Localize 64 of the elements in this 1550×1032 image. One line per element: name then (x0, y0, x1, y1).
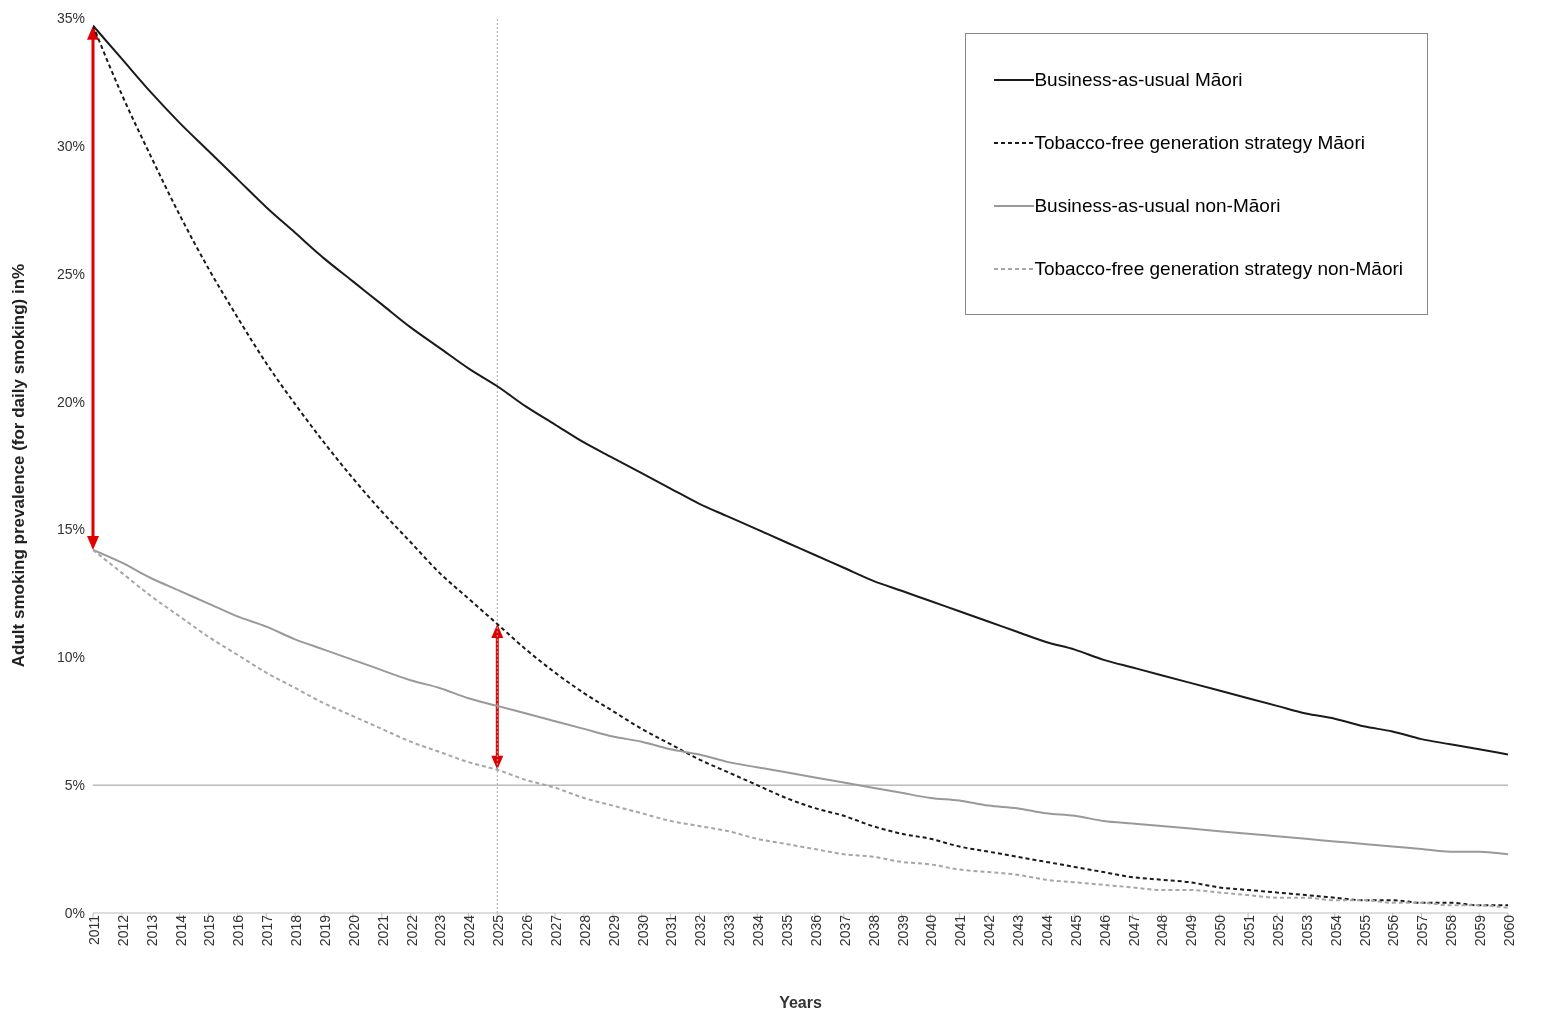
x-tick-label: 2044 (1038, 914, 1055, 947)
x-tick-label: 2059 (1472, 914, 1489, 947)
x-tick-label: 2013 (143, 914, 160, 947)
x-tick-label: 2050 (1212, 914, 1229, 947)
x-tick-label: 2031 (663, 914, 680, 947)
y-tick-label: 20% (56, 393, 85, 410)
x-tick-label: 2060 (1500, 914, 1517, 947)
x-tick-label: 2018 (288, 914, 305, 947)
x-tick-label: 2055 (1356, 914, 1373, 947)
y-tick-label: 0% (64, 904, 85, 921)
legend-label: Tobacco-free generation strategy non-Māori (1034, 257, 1403, 280)
x-tick-label: 2056 (1385, 914, 1402, 947)
x-tick-label: 2039 (894, 914, 911, 947)
x-tick-label: 2019 (316, 914, 333, 947)
x-tick-label: 2038 (865, 914, 882, 947)
x-axis-title: Years (779, 994, 822, 1011)
x-tick-label: 2052 (1269, 914, 1286, 947)
x-tick-label: 2054 (1327, 914, 1344, 947)
x-tick-label: 2033 (721, 914, 738, 947)
x-tick-label: 2028 (576, 914, 593, 947)
x-tick-label: 2024 (461, 914, 478, 947)
y-tick-label: 15% (56, 521, 85, 538)
x-tick-label: 2046 (1096, 914, 1113, 947)
legend-label: Business-as-usual non-Māori (1034, 194, 1281, 217)
x-tick-label: 2048 (1154, 914, 1171, 947)
x-tick-label: 2029 (605, 914, 622, 947)
x-tick-label: 2034 (750, 914, 767, 947)
y-tick-label: 5% (64, 777, 85, 794)
y-tick-label: 25% (56, 265, 85, 282)
y-tick-label: 30% (56, 137, 85, 154)
x-tick-label: 2015 (201, 914, 218, 947)
x-tick-label: 2036 (807, 914, 824, 947)
x-tick-label: 2011 (85, 914, 102, 946)
x-tick-label: 2049 (1183, 914, 1200, 947)
x-tick-label: 2042 (981, 914, 998, 947)
x-tick-label: 2014 (172, 914, 189, 947)
x-tick-label: 2043 (1010, 914, 1027, 947)
x-tick-label: 2020 (345, 914, 362, 947)
x-tick-label: 2041 (952, 914, 969, 947)
x-tick-label: 2035 (779, 914, 795, 947)
x-tick-label: 2058 (1443, 914, 1460, 947)
x-tick-label: 2053 (1298, 914, 1315, 947)
y-tick-label: 10% (56, 649, 85, 666)
x-tick-label: 2045 (1067, 914, 1084, 947)
x-tick-label: 2016 (230, 914, 247, 947)
x-tick-label: 2057 (1414, 914, 1431, 947)
legend-label: Business-as-usual Māori (1034, 68, 1243, 91)
x-tick-label: 2012 (114, 914, 131, 947)
x-tick-label: 2026 (519, 914, 536, 947)
x-tick-label: 2051 (1241, 914, 1258, 947)
x-tick-label: 2040 (923, 914, 940, 947)
y-tick-label: 35% (56, 9, 85, 26)
x-tick-label: 2047 (1125, 914, 1142, 947)
x-tick-label: 2027 (547, 914, 564, 947)
x-tick-label: 2022 (403, 914, 420, 947)
x-tick-label: 2037 (836, 914, 853, 947)
x-tick-label: 2021 (374, 914, 391, 947)
x-tick-label: 2017 (259, 914, 276, 947)
legend-label: Tobacco-free generation strategy Māori (1034, 131, 1365, 154)
x-tick-label: 2023 (432, 914, 449, 947)
y-axis-title: Adult smoking prevalence (for daily smoking) in% (9, 263, 29, 668)
x-tick-label: 2032 (692, 914, 709, 947)
x-tick-label: 2025 (490, 914, 507, 947)
x-tick-label: 2030 (634, 914, 651, 947)
